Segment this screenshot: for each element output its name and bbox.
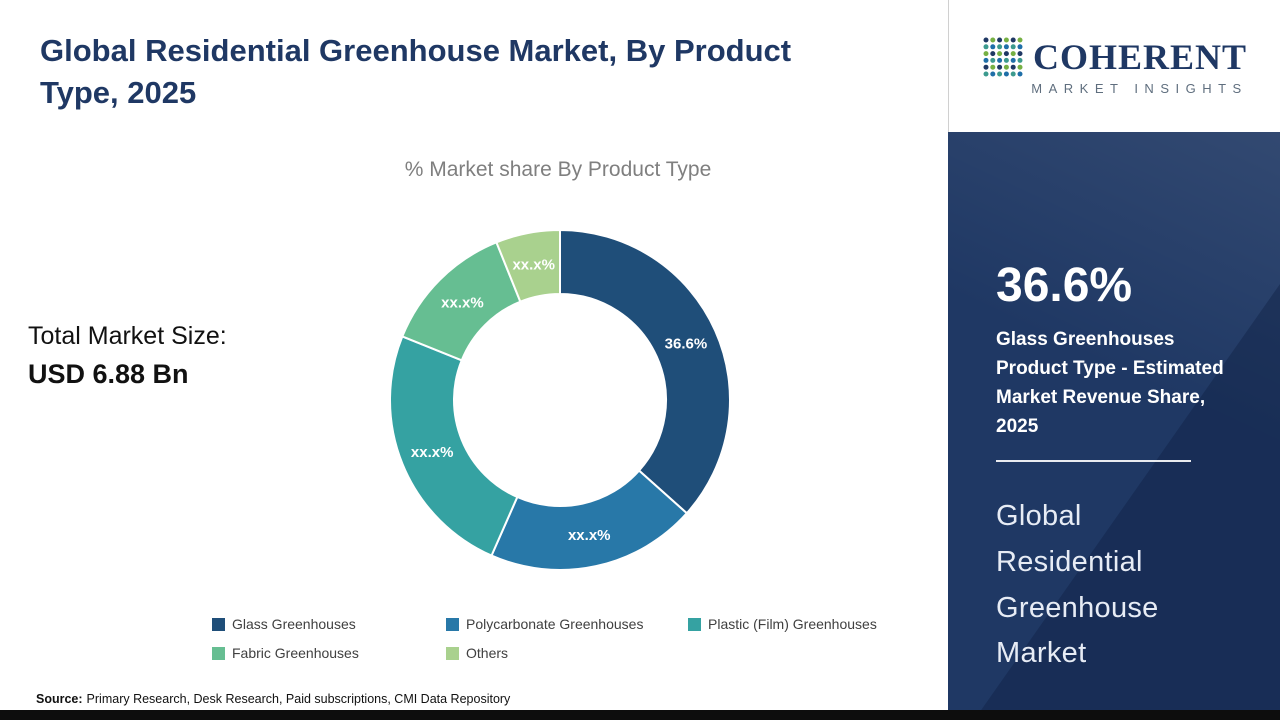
sidebar-market-title: Global Residential Greenhouse Market <box>996 500 1159 670</box>
donut-slice-0 <box>559 228 731 515</box>
divider-line <box>996 460 1191 462</box>
legend-label: Glass Greenhouses <box>232 616 356 632</box>
legend-label: Others <box>466 645 509 661</box>
legend-item-fabric-greenhouses: Fabric Greenhouses <box>212 645 446 661</box>
donut-chart-svg: 36.6% xx.x% xx.x% xx.x% xx.x% <box>389 228 731 571</box>
legend-swatch <box>446 617 459 631</box>
legend-swatch <box>446 646 459 660</box>
legend-swatch <box>212 646 225 660</box>
donut-slice-2 <box>389 335 519 557</box>
legend-item-glass-greenhouses: Glass Greenhouses <box>212 616 446 632</box>
highlight-stat-value: 36.6% <box>996 259 1133 312</box>
total-market-size: Total Market Size: USD 6.88 Bn <box>28 322 227 390</box>
total-market-size-label: Total Market Size: <box>28 322 227 350</box>
logo-name: COHERENT <box>1032 37 1248 77</box>
slice-label-4: xx.x% <box>512 257 555 274</box>
donut-slice-4 <box>495 228 561 303</box>
footer-bar <box>0 710 1280 720</box>
chart-legend: Glass Greenhouses Polycarbonate Greenhous… <box>212 616 877 661</box>
legend-item-polycarbonate-greenhouses: Polycarbonate Greenhouses <box>446 616 688 632</box>
total-market-size-value: USD 6.88 Bn <box>28 359 189 389</box>
logo-tagline: MARKET INSIGHTS <box>1031 81 1248 96</box>
source-text: Primary Research, Desk Research, Paid su… <box>86 692 511 706</box>
slice-label-2: xx.x% <box>411 444 454 461</box>
coherent-logo-icon <box>983 37 1023 77</box>
logo-row: COHERENT <box>982 36 1247 78</box>
legend-label: Plastic (Film) Greenhouses <box>708 616 877 632</box>
sidebar-panel: COHERENT MARKET INSIGHTS 36.6% Glass Gre… <box>948 0 1280 710</box>
brand-logo: COHERENT MARKET INSIGHTS <box>948 0 1280 132</box>
legend-swatch <box>688 617 701 631</box>
slice-label-3: xx.x% <box>441 294 484 311</box>
source-label: Source: <box>36 692 83 706</box>
legend-item-others: Others <box>446 645 688 661</box>
highlight-stat-caption: Glass Greenhouses Product Type - Estimat… <box>996 329 1224 437</box>
legend-label: Polycarbonate Greenhouses <box>466 616 644 632</box>
legend-label: Fabric Greenhouses <box>232 645 359 661</box>
donut-chart: 36.6% xx.x% xx.x% xx.x% xx.x% <box>340 180 780 620</box>
slice-label-1: xx.x% <box>568 527 611 544</box>
legend-item-plastic-film-greenhouses: Plastic (Film) Greenhouses <box>688 616 877 632</box>
legend-swatch <box>212 617 225 631</box>
chart-subtitle: % Market share By Product Type <box>404 158 712 181</box>
source-note: Source: Primary Research, Desk Research, … <box>36 692 510 706</box>
page-title: Global Residential Greenhouse Market, By… <box>40 33 792 110</box>
slice-label-0: 36.6% <box>665 336 708 353</box>
